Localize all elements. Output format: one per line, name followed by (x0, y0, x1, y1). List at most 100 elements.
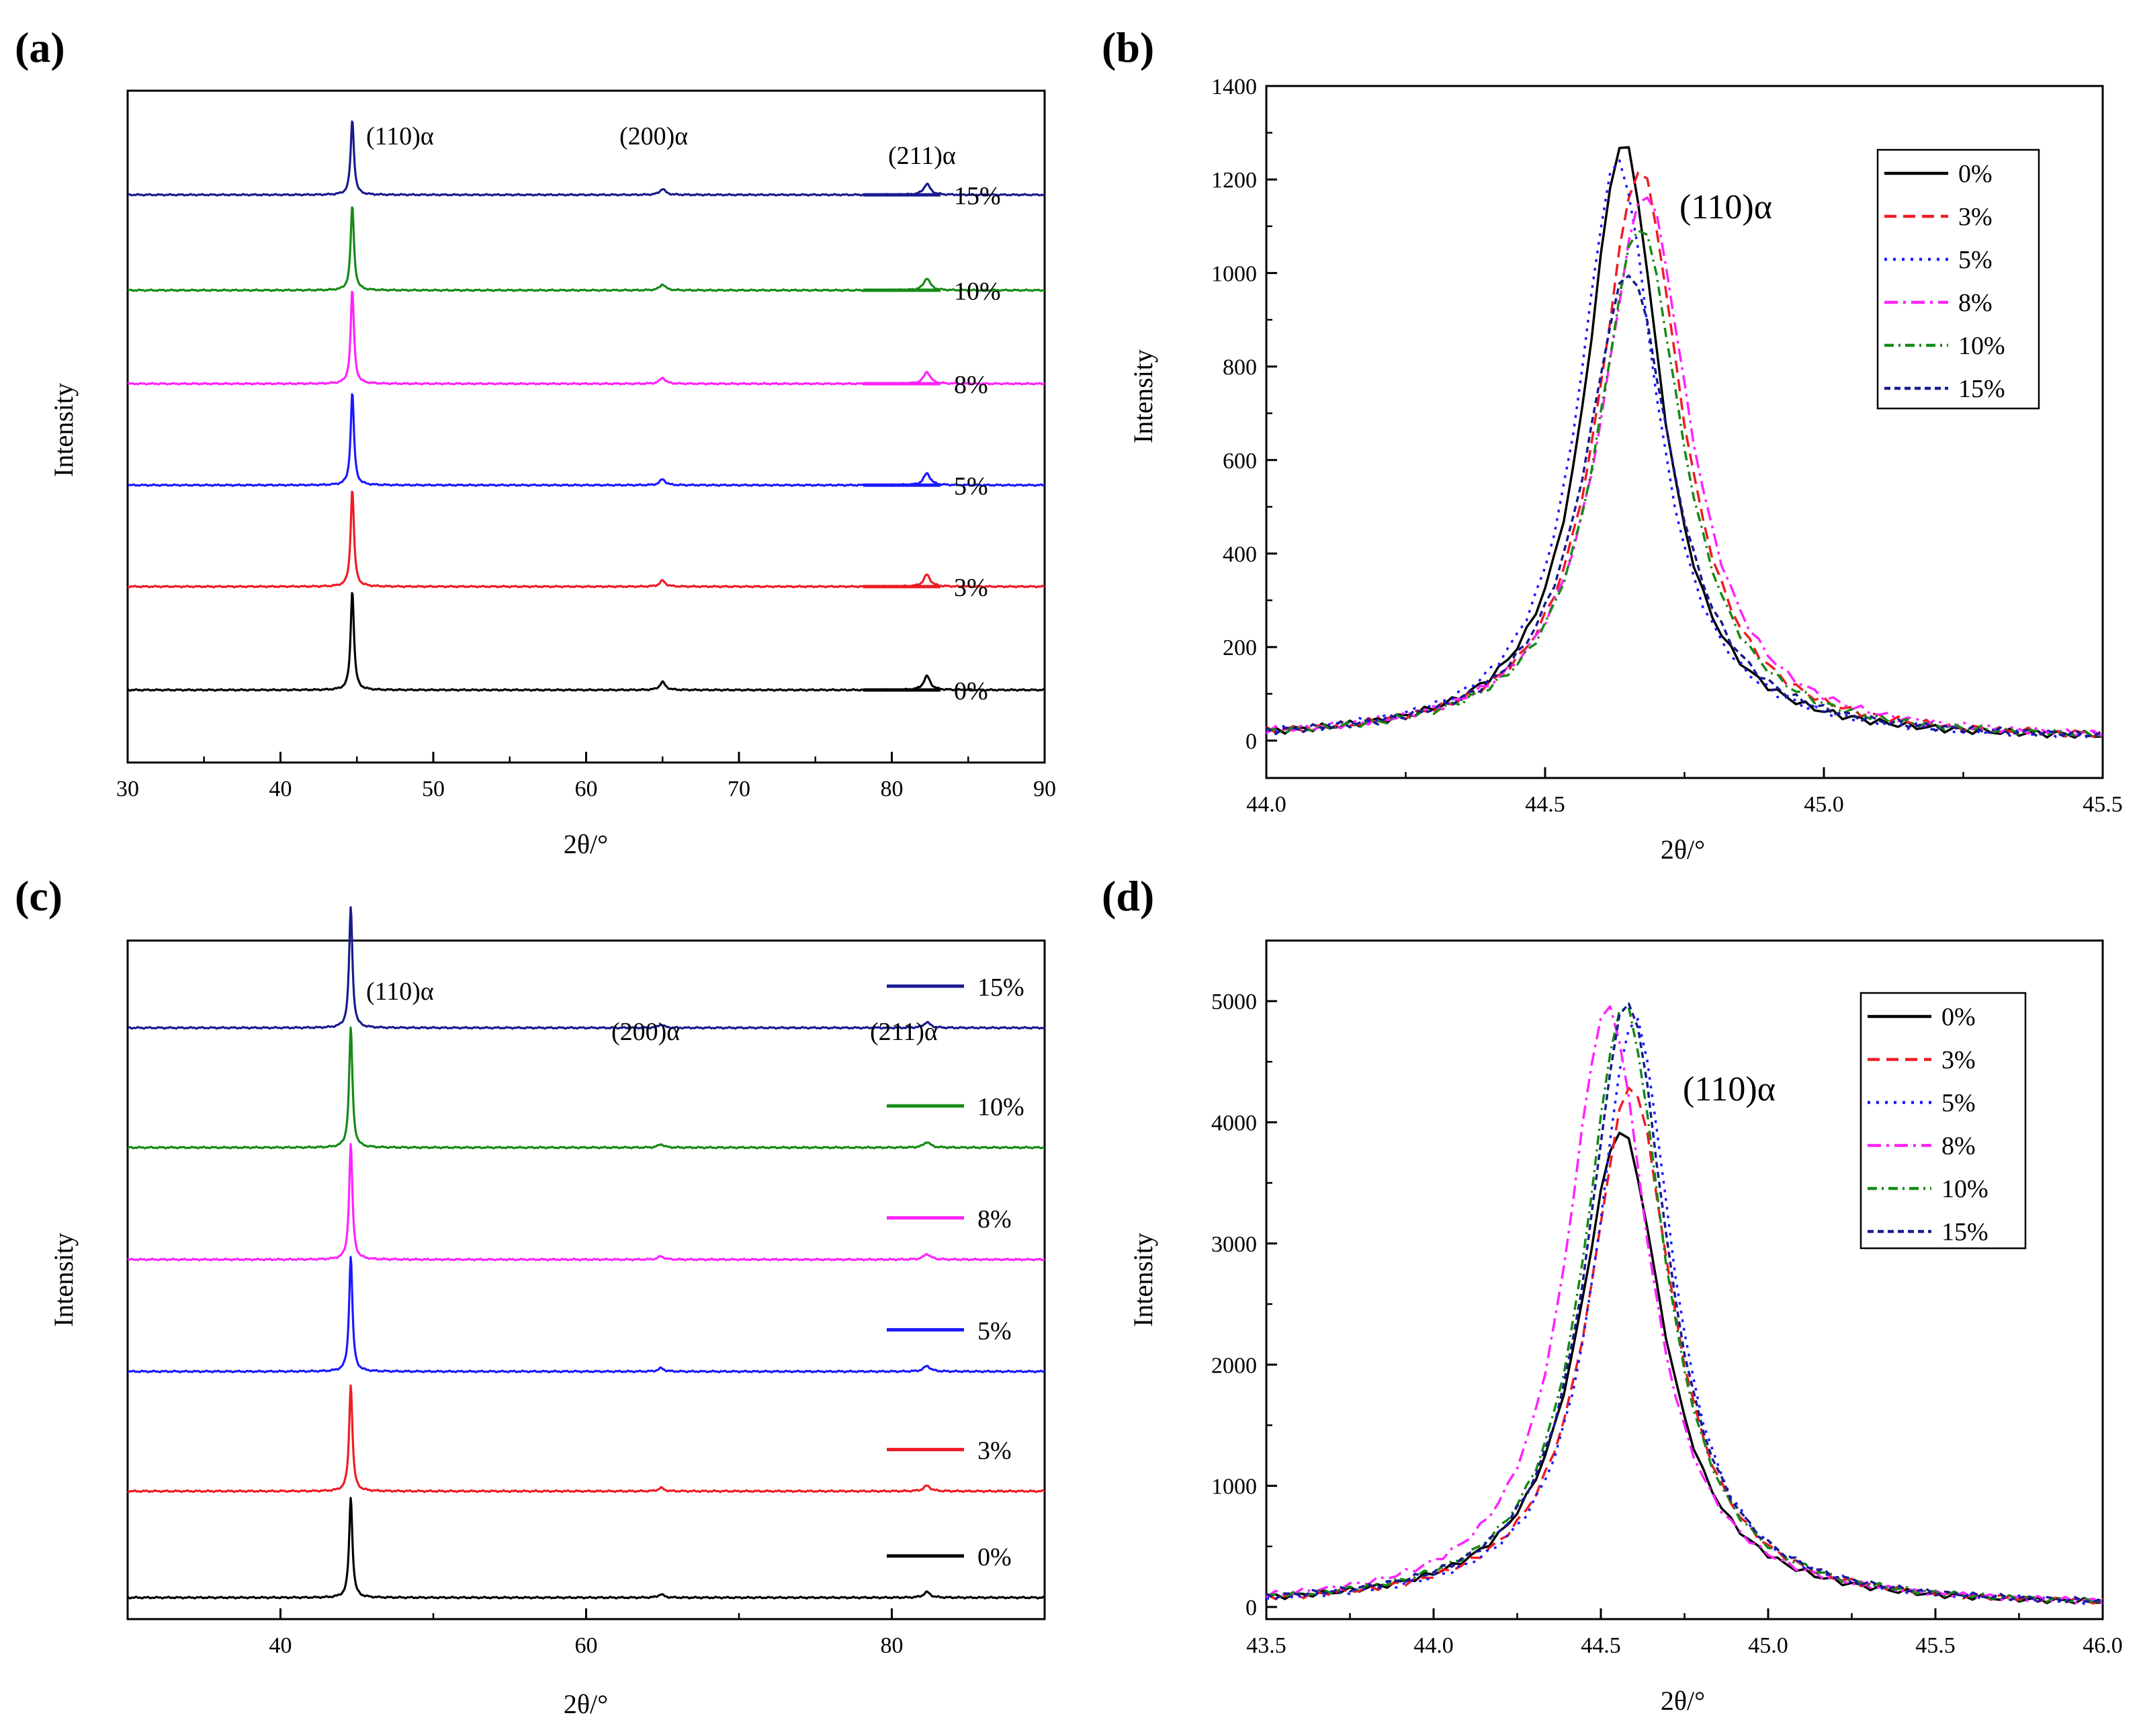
series-curves-d (1266, 1002, 2103, 1605)
legend-label: 15% (1958, 375, 2005, 403)
series-line (127, 592, 1045, 692)
series-line (1265, 196, 2103, 738)
peak-labels-a: (110)α (200)α (211)α (366, 122, 956, 170)
legend-label: 8% (977, 1205, 1012, 1233)
legend-label: 5% (1958, 246, 1993, 274)
panel-d-label: (d) (1102, 872, 1154, 920)
legend-b: 0% 3% 5% 8% 10% 15% (1876, 148, 2040, 410)
peak-labels-c: (110)α (200)α (211)α (366, 978, 938, 1046)
y-tick-label: 1000 (1211, 261, 1257, 286)
legend-label: 8% (1941, 1132, 1976, 1160)
x-axis-title-b: 2θ/° (1661, 834, 1705, 865)
panel-c: (c) 40 60 80 2θ/° Intensity 0% 3% 5% 8% … (15, 872, 1046, 1719)
x-ticks-a (126, 752, 1046, 763)
x-tick-labels-c: 40 60 80 (269, 1633, 904, 1658)
x-tick-label: 80 (881, 777, 904, 801)
series-curves-b (1265, 146, 2103, 740)
y-axis-title-d: Intensity (1128, 1233, 1158, 1327)
legend-label: 15% (977, 973, 1024, 1002)
legend-label: 8% (1958, 289, 1993, 317)
series-line (127, 393, 1045, 487)
series-line (1266, 1002, 2103, 1604)
y-tick-label: 400 (1223, 542, 1257, 567)
x-tick-labels-b: 44.0 44.5 45.0 45.5 (1246, 792, 2123, 817)
series-line (127, 490, 1045, 589)
legend-label: 15% (954, 182, 1001, 210)
legend-label: 3% (1958, 203, 1993, 231)
y-tick-label: 1200 (1211, 168, 1257, 193)
series-line (127, 906, 1045, 1030)
series-line (127, 1497, 1045, 1600)
series-line (127, 1027, 1045, 1149)
x-axis-title-a: 2θ/° (564, 829, 608, 859)
legend-label: 0% (1958, 160, 1993, 188)
peak-label-200: (200)α (611, 1018, 680, 1046)
legend-label: 10% (954, 277, 1001, 306)
panel-d: (d) 43.5 44.0 44.5 45.0 45.5 46.0 0 1000… (1102, 872, 2123, 1716)
legend-label: 5% (954, 472, 988, 501)
y-tick-label: 2000 (1211, 1353, 1257, 1378)
x-tick-label: 80 (881, 1633, 904, 1658)
x-tick-label: 45.5 (1915, 1633, 1956, 1658)
x-axis-title-d: 2θ/° (1661, 1686, 1705, 1716)
y-tick-labels-b: 0 200 400 600 800 1000 1200 1400 (1211, 75, 1257, 754)
legend-label: 5% (977, 1317, 1012, 1345)
series-line (127, 1143, 1045, 1262)
y-tick-label: 4000 (1211, 1111, 1257, 1136)
panel-a: (a) 30 40 50 60 70 80 90 2θ/° Intensity … (15, 24, 1056, 859)
legend-frame (1860, 992, 2027, 1250)
x-tick-label: 45.0 (1804, 792, 1844, 817)
x-tick-label: 60 (575, 777, 598, 801)
x-tick-labels-d: 43.5 44.0 44.5 45.0 45.5 46.0 (1246, 1633, 2123, 1658)
legend-label: 0% (954, 677, 988, 705)
x-axis-title-c: 2θ/° (564, 1689, 608, 1719)
y-tick-label: 600 (1223, 449, 1257, 474)
series-line (1266, 159, 2103, 740)
x-tick-label: 44.0 (1413, 1633, 1454, 1658)
legend-label: 0% (1941, 1003, 1976, 1031)
axis-ticks-b (1265, 85, 2104, 778)
peak-label-200: (200)α (619, 122, 688, 150)
x-tick-label: 30 (116, 777, 139, 801)
x-tick-label: 45.0 (1748, 1633, 1788, 1658)
panel-c-label: (c) (15, 872, 62, 920)
legend-label: 0% (977, 1543, 1012, 1571)
series-line (1266, 1005, 2103, 1605)
peak-label-211: (211)α (888, 142, 956, 170)
y-tick-label: 5000 (1211, 990, 1257, 1014)
y-tick-label: 0 (1245, 1596, 1257, 1620)
y-axis-title-b: Intensity (1128, 349, 1158, 443)
legend-label: 8% (954, 371, 988, 399)
x-ticks-c (126, 1608, 1046, 1619)
peak-label-110: (110)α (366, 122, 434, 150)
series-line (127, 1256, 1045, 1374)
panel-b: (b) 44.0 44.5 45.0 45.5 0 200 400 600 80… (1102, 24, 2123, 865)
plot-frame-a (126, 89, 1046, 764)
series-line (127, 1384, 1045, 1493)
legend-label: 15% (1941, 1218, 1988, 1246)
legend-a: 0% 3% 5% 8% 10% 15% (863, 182, 1001, 705)
x-tick-label: 44.5 (1581, 1633, 1621, 1658)
legend-c: 0% 3% 5% 8% 10% 15% (887, 973, 1024, 1571)
peak-annotation-b: (110)α (1679, 188, 1772, 226)
x-tick-label: 44.0 (1246, 792, 1286, 817)
legend-label: 10% (1958, 332, 2005, 360)
y-axis-title-c: Intensity (48, 1233, 79, 1327)
y-tick-label: 200 (1223, 636, 1257, 660)
legend-label: 5% (1941, 1089, 1976, 1117)
x-tick-label: 40 (269, 1633, 292, 1658)
x-tick-label: 45.5 (2083, 792, 2123, 817)
y-tick-labels-d: 0 1000 2000 3000 4000 5000 (1211, 990, 1257, 1620)
series-line (1266, 1006, 2103, 1605)
axis-ticks-d (1265, 1000, 2104, 1619)
x-tick-label: 43.5 (1246, 1633, 1286, 1658)
x-tick-label: 70 (728, 777, 750, 801)
y-tick-label: 0 (1245, 729, 1257, 754)
x-tick-labels-a: 30 40 50 60 70 80 90 (116, 777, 1056, 801)
x-tick-label: 60 (575, 1633, 598, 1658)
legend-frame (1876, 148, 2040, 410)
legend-label: 10% (1941, 1175, 1988, 1203)
legend-label: 3% (1941, 1046, 1976, 1074)
y-tick-label: 3000 (1211, 1232, 1257, 1257)
